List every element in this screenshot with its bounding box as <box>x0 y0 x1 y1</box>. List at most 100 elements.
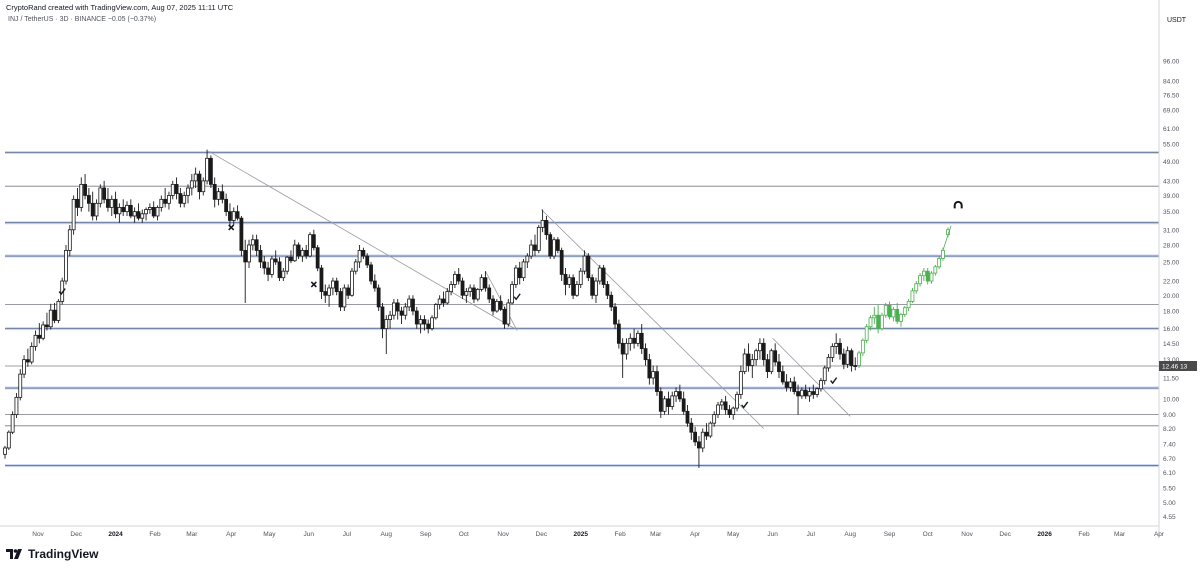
candle <box>193 173 198 182</box>
candle <box>632 337 637 344</box>
candle <box>48 309 53 328</box>
candle <box>395 302 400 312</box>
y-tick-label: 22.00 <box>1163 279 1180 286</box>
candle <box>685 410 690 424</box>
candle <box>655 371 659 392</box>
x-tick-label: May <box>727 531 740 538</box>
x-tick-label: Jun <box>767 531 778 538</box>
candle <box>10 414 15 433</box>
candle <box>121 207 126 213</box>
x-tick-label: Mar <box>186 531 198 538</box>
projection-candle <box>860 339 865 354</box>
candle <box>14 396 19 416</box>
candle <box>552 239 556 257</box>
candle <box>544 220 549 236</box>
x-tick-label: Dec <box>536 531 548 538</box>
candle <box>346 287 351 296</box>
candle <box>788 381 793 388</box>
candle <box>700 431 705 449</box>
candle <box>201 180 206 193</box>
candle <box>601 267 606 285</box>
candle <box>186 187 190 196</box>
candle <box>277 261 282 279</box>
candle <box>567 277 572 285</box>
check-marker <box>513 293 521 301</box>
candle <box>384 319 389 330</box>
projection-candle <box>921 270 926 277</box>
candle <box>159 198 164 208</box>
x-tick-label: Oct <box>459 531 469 538</box>
symbol-info: INJ / TetherUS · 3D · BINANCE −0.05 (−0.… <box>8 16 157 23</box>
candle <box>86 195 91 204</box>
candle <box>540 220 545 228</box>
candle <box>445 291 450 304</box>
candle <box>796 391 800 397</box>
projection-candle <box>891 308 896 318</box>
candle <box>578 270 583 285</box>
candle <box>342 287 347 308</box>
candle <box>735 394 739 409</box>
tradingview-brand[interactable]: TradingView <box>6 547 98 561</box>
candle <box>45 324 49 328</box>
candle <box>693 431 698 443</box>
current-price-tag <box>1159 360 1197 371</box>
candle <box>170 183 175 196</box>
candle <box>514 267 518 285</box>
y-tick-label: 13.00 <box>1163 357 1180 364</box>
candle <box>281 270 286 279</box>
candle <box>441 298 446 304</box>
projection-candle <box>864 326 869 341</box>
candle <box>666 398 671 407</box>
y-tick-label: 18.00 <box>1163 309 1180 316</box>
candle <box>37 334 42 339</box>
candle <box>125 204 129 213</box>
candle <box>597 267 602 282</box>
candle <box>25 359 30 363</box>
candle <box>758 342 762 352</box>
candle <box>430 317 434 330</box>
candle <box>491 298 495 312</box>
candle <box>163 198 168 204</box>
candle <box>651 371 656 379</box>
candle <box>555 239 560 251</box>
y-tick-label: 4.55 <box>1163 514 1176 521</box>
candle <box>224 198 229 213</box>
candle <box>79 183 84 208</box>
candle <box>636 332 640 344</box>
candle <box>178 193 183 204</box>
candle <box>144 209 148 215</box>
x-tick-label: Feb <box>615 531 627 538</box>
candle <box>460 280 465 296</box>
candle <box>33 334 38 347</box>
candle <box>128 204 133 217</box>
cross-marker <box>310 281 317 288</box>
candle <box>849 350 854 366</box>
candle <box>765 359 770 373</box>
x-tick-label: Sep <box>884 531 896 538</box>
candle <box>738 371 743 395</box>
candle <box>677 391 682 400</box>
candle <box>106 198 110 208</box>
candles <box>3 149 858 468</box>
candle <box>582 255 587 272</box>
candle <box>235 211 240 219</box>
trendline <box>208 150 515 329</box>
x-tick-label: Nov <box>961 531 973 538</box>
candle <box>521 261 526 279</box>
candle <box>712 414 717 424</box>
candle <box>529 244 534 257</box>
candle <box>365 255 370 266</box>
candle <box>475 289 480 300</box>
candle <box>380 306 385 330</box>
candle <box>830 346 835 358</box>
candle <box>815 388 820 395</box>
candle <box>189 180 194 189</box>
candle <box>613 306 617 325</box>
candle <box>689 422 694 433</box>
candle <box>731 407 736 416</box>
y-tick-label: 84.00 <box>1163 78 1180 85</box>
candle <box>414 310 419 325</box>
candle <box>52 309 57 321</box>
candle <box>533 244 537 251</box>
